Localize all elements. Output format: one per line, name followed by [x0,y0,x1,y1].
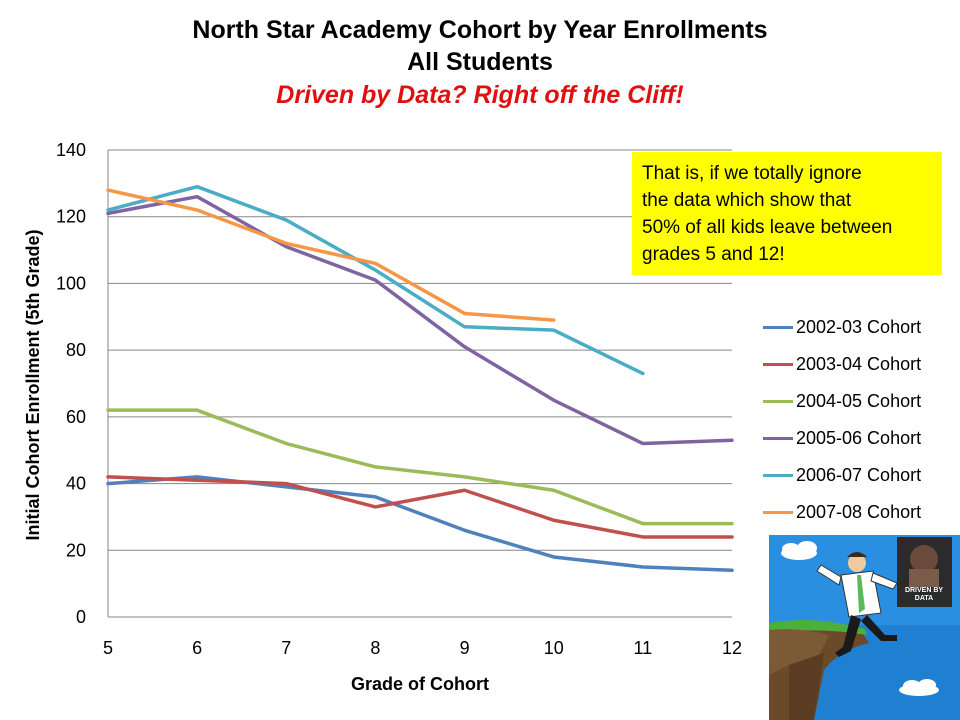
y-tick-label: 100 [56,273,86,293]
book-title-line: DRIVEN BY [905,587,943,594]
callout-line: That is, if we totally ignore [642,163,862,184]
x-tick-label: 8 [370,638,380,658]
legend-swatch [763,474,793,477]
legend-swatch [763,437,793,440]
series-line-2004-05-cohort [106,408,734,526]
chart-title-block: North Star Academy Cohort by Year Enroll… [0,14,960,112]
y-tick-label: 40 [66,474,86,494]
y-tick-label: 120 [56,207,86,227]
legend-label: 2002-03 Cohort [796,317,922,337]
series-line-2006-07-cohort [106,184,645,376]
series-line-2005-06-cohort [106,194,734,446]
x-tick-label: 10 [544,638,564,658]
x-tick-label: 7 [281,638,291,658]
callout-box: That is, if we totally ignore the data w… [632,152,942,275]
legend-swatch [763,363,793,366]
legend-label: 2004-05 Cohort [796,391,922,411]
callout-line: 50% of all kids leave between [642,217,893,238]
legend-swatch [763,400,793,403]
legend-swatch [763,511,793,514]
y-tick-label: 0 [76,607,86,627]
x-tick-label: 5 [103,638,113,658]
chart-subtitle: All Students [407,48,553,76]
x-axis-title: Grade of Cohort [351,674,489,694]
chart-tagline: Driven by Data? Right off the Cliff! [276,81,684,109]
book-cover-icon: DRIVEN BY DATA [897,537,952,607]
legend-label: 2007-08 Cohort [796,502,922,522]
legend-swatch [763,326,793,329]
businessman-icon [816,552,898,657]
callout-line: grades 5 and 12! [642,244,785,265]
legend-label: 2003-04 Cohort [796,354,922,374]
legend-label: 2006-07 Cohort [796,465,922,485]
cloud-icon [781,541,817,560]
y-axis-title: Initial Cohort Enrollment (5th Grade) [23,229,43,540]
y-tick-label: 20 [66,540,86,560]
book-title-line: DATA [915,595,933,602]
series-line-2007-08-cohort [106,188,556,322]
cloud-icon [899,679,939,696]
y-tick-label: 60 [66,407,86,427]
x-tick-label: 6 [192,638,202,658]
x-tick-label: 9 [460,638,470,658]
cliff-illustration: DRIVEN BY DATA [769,535,960,720]
series-line-2003-04-cohort [106,475,734,539]
x-tick-label: 11 [634,638,653,658]
series-line-2002-03-cohort [106,475,734,573]
legend-label: 2005-06 Cohort [796,428,922,448]
chart-title: North Star Academy Cohort by Year Enroll… [192,16,768,44]
callout-line: the data which show that [642,190,852,211]
x-tick-label: 12 [722,638,742,658]
y-tick-label: 140 [56,140,86,160]
y-tick-label: 80 [66,340,86,360]
